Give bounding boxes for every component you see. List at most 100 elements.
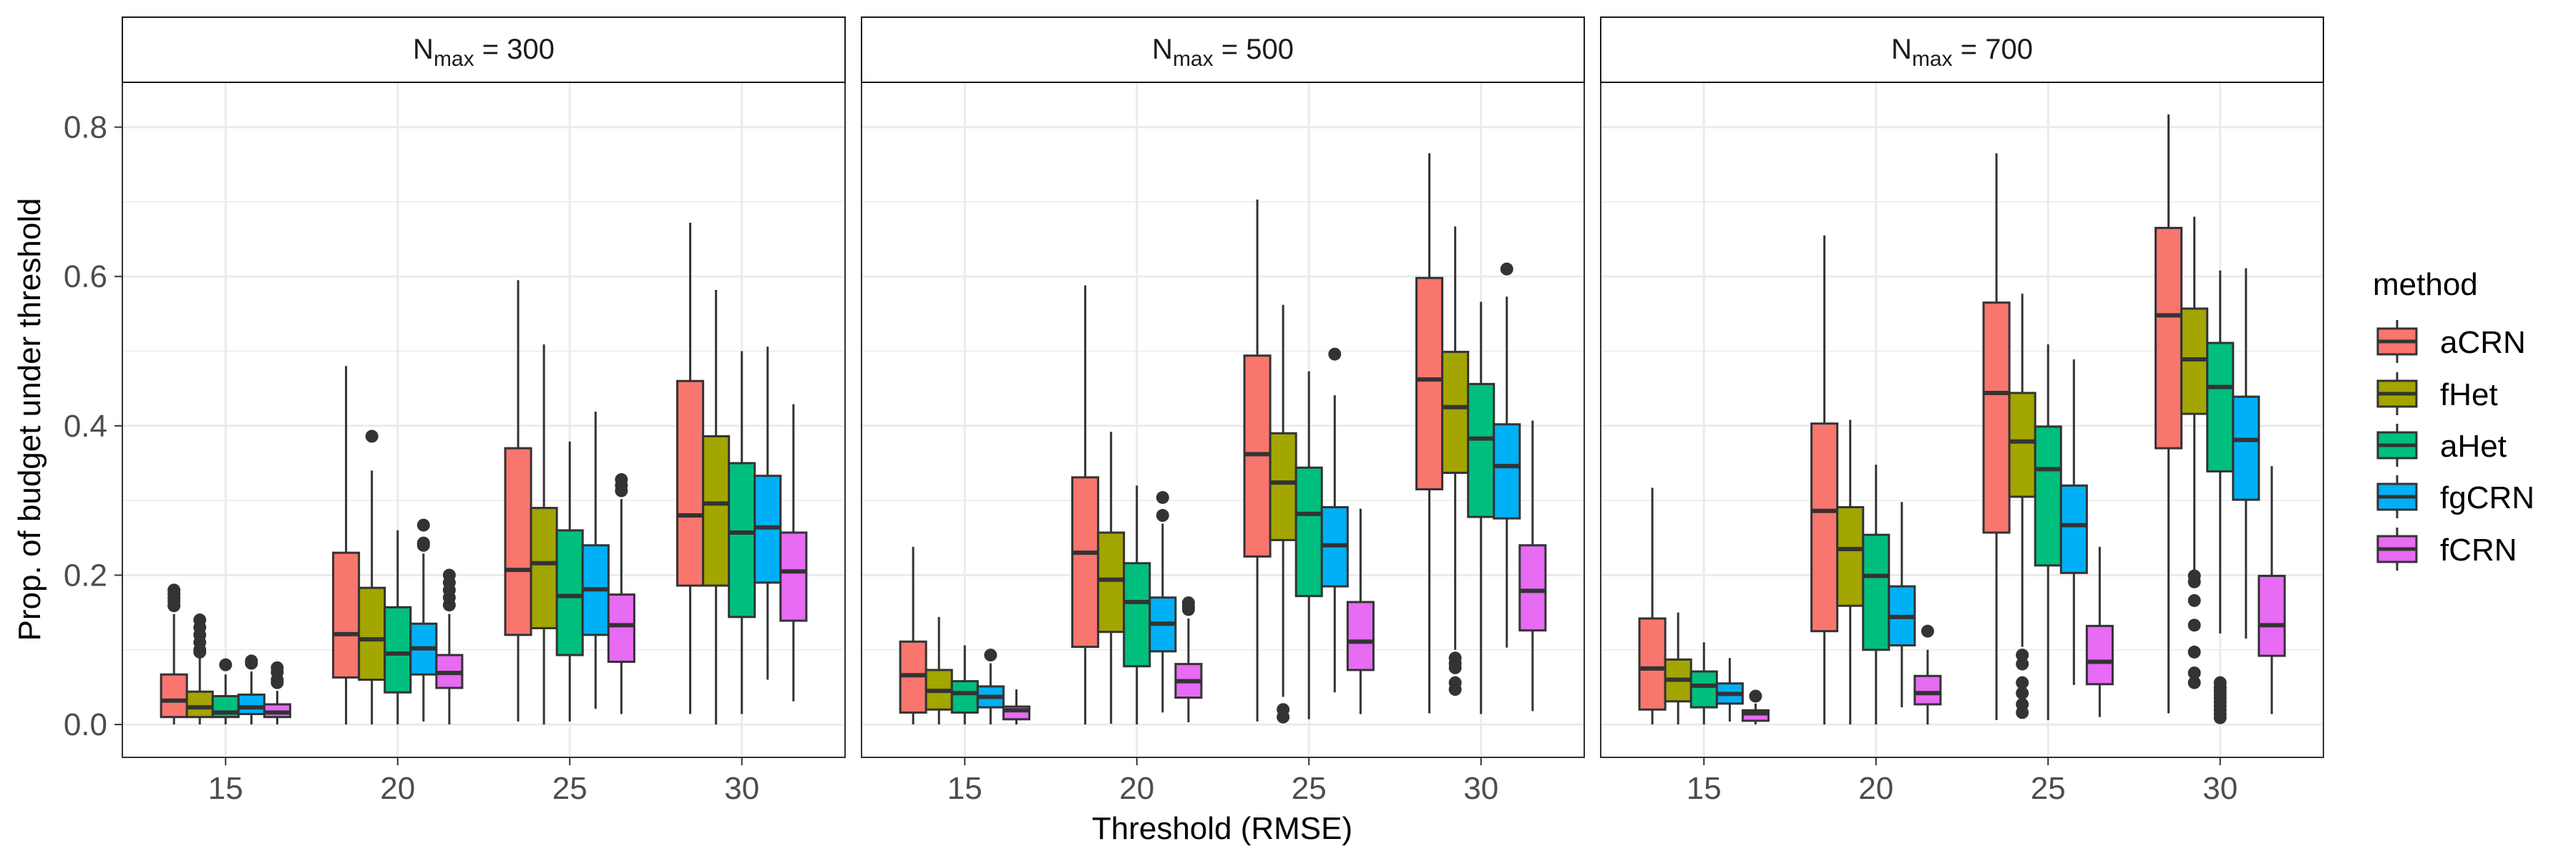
- outlier-point: [2213, 676, 2227, 689]
- boxplot-fCRN-15: [1002, 689, 1030, 725]
- outlier-point: [2016, 697, 2029, 711]
- boxplot-aHet-20: [1862, 465, 1890, 725]
- outlier-point: [1500, 262, 1513, 276]
- box: [728, 462, 756, 618]
- box: [2155, 226, 2183, 450]
- box: [2232, 395, 2260, 501]
- boxplot-fHet-20: [1836, 419, 1865, 725]
- box: [702, 435, 731, 587]
- box: [1346, 601, 1375, 671]
- strip-label-subscript: max: [1173, 47, 1214, 71]
- boxplot-aCRN-20: [1071, 285, 1100, 725]
- boxplot-fCRN-30: [779, 404, 808, 702]
- box: [332, 551, 361, 679]
- y-tick-label: 0.8: [64, 110, 107, 145]
- outlier-point: [2187, 645, 2201, 659]
- x-tick-label: 20: [1858, 771, 1893, 806]
- box: [2085, 624, 2114, 686]
- boxplot-aHet-30: [728, 351, 756, 714]
- strip-label: Nmax = 500: [1152, 34, 1294, 71]
- box: [530, 507, 558, 630]
- boxplot-fCRN-20: [1913, 624, 1942, 725]
- x-tick-label: 20: [380, 771, 415, 806]
- outlier-point: [167, 583, 181, 597]
- x-tick-label: 25: [2031, 771, 2066, 806]
- box: [1518, 544, 1547, 632]
- outlier-point: [2187, 618, 2201, 632]
- boxplot-fCRN-30: [1518, 420, 1547, 712]
- box: [1097, 531, 1126, 634]
- outlier-point: [2016, 686, 2029, 700]
- outlier-point: [1448, 676, 1462, 689]
- boxplot-aHet-30: [1467, 301, 1496, 714]
- legend-item-fCRN: fCRN: [2376, 528, 2517, 571]
- box: [1269, 432, 1297, 541]
- boxplot-fgCRN-20: [409, 518, 438, 722]
- box: [1689, 670, 1718, 709]
- box: [1913, 674, 1942, 706]
- box: [779, 531, 808, 622]
- outlier-point: [2187, 666, 2201, 680]
- legend-title: method: [2373, 267, 2478, 302]
- boxplot-fCRN-30: [2258, 466, 2286, 714]
- boxplot-fgCRN-20: [1888, 502, 1916, 708]
- boxplot-fCRN-25: [1346, 508, 1375, 714]
- boxplot-fCRN-20: [435, 568, 464, 725]
- box: [185, 690, 214, 719]
- boxplot-aCRN-30: [1415, 153, 1444, 714]
- legend-label: fCRN: [2440, 533, 2517, 568]
- box: [2008, 392, 2036, 498]
- boxplot-fgCRN-25: [1320, 347, 1349, 693]
- strip-label-base: N: [1152, 34, 1173, 65]
- boxplot-fHet-25: [530, 344, 558, 725]
- outlier-point: [2187, 676, 2201, 689]
- x-tick-label: 25: [1292, 771, 1327, 806]
- strip-label-value: = 500: [1214, 34, 1294, 65]
- legend-item-aHet: aHet: [2376, 424, 2507, 467]
- boxplot-aCRN-30: [2155, 114, 2183, 714]
- boxplot-fHet-20: [1097, 432, 1126, 724]
- boxplot-aHet-15: [211, 658, 240, 725]
- boxplot-fHet-25: [2008, 293, 2036, 719]
- strip: [1600, 16, 2324, 83]
- boxplot-fgCRN-25: [581, 412, 610, 709]
- x-tick-label: 15: [208, 771, 243, 806]
- outlier-point: [193, 613, 207, 627]
- box: [1810, 422, 1839, 633]
- legend-label: fgCRN: [2440, 480, 2534, 515]
- box: [384, 606, 412, 694]
- boxplot-aCRN-15: [1638, 487, 1667, 725]
- x-axis-title: Threshold (RMSE): [1092, 811, 1352, 846]
- boxplot-aHet-20: [1123, 485, 1151, 725]
- box: [1638, 617, 1667, 711]
- strip-label-base: N: [413, 34, 434, 65]
- boxplot-fgCRN-30: [1493, 262, 1521, 648]
- box: [1467, 382, 1496, 518]
- strip-label-value: = 700: [1953, 34, 2033, 65]
- box: [237, 693, 265, 715]
- box: [1071, 476, 1100, 649]
- x-tick-label: 15: [947, 771, 982, 806]
- boxplot-fHet-15: [185, 613, 214, 725]
- boxplot-fgCRN-25: [2059, 359, 2088, 685]
- box: [950, 680, 979, 714]
- boxplot-aCRN-15: [160, 583, 188, 725]
- outlier-point: [416, 518, 430, 532]
- outlier-point: [1328, 347, 1342, 361]
- panel-3: Nmax = 700 15 20 25 30: [1600, 16, 2324, 806]
- y-tick-label: 0.0: [64, 707, 107, 742]
- legend-item-aCRN: aCRN: [2376, 320, 2526, 363]
- outlier-point: [615, 472, 628, 486]
- boxplot-fHet-15: [1664, 612, 1692, 725]
- outlier-point: [1749, 689, 1762, 703]
- legend-item-fgCRN: fgCRN: [2376, 475, 2534, 518]
- outlier-point: [1181, 596, 1195, 610]
- outlier-point: [984, 649, 997, 662]
- boxplot-aHet-25: [1294, 371, 1323, 719]
- strip-label-base: N: [1891, 34, 1912, 65]
- boxplot-fCRN-15: [263, 661, 291, 725]
- strip-label: Nmax = 700: [1891, 34, 2033, 71]
- outlier-point: [2016, 649, 2029, 662]
- outlier-point: [365, 430, 379, 443]
